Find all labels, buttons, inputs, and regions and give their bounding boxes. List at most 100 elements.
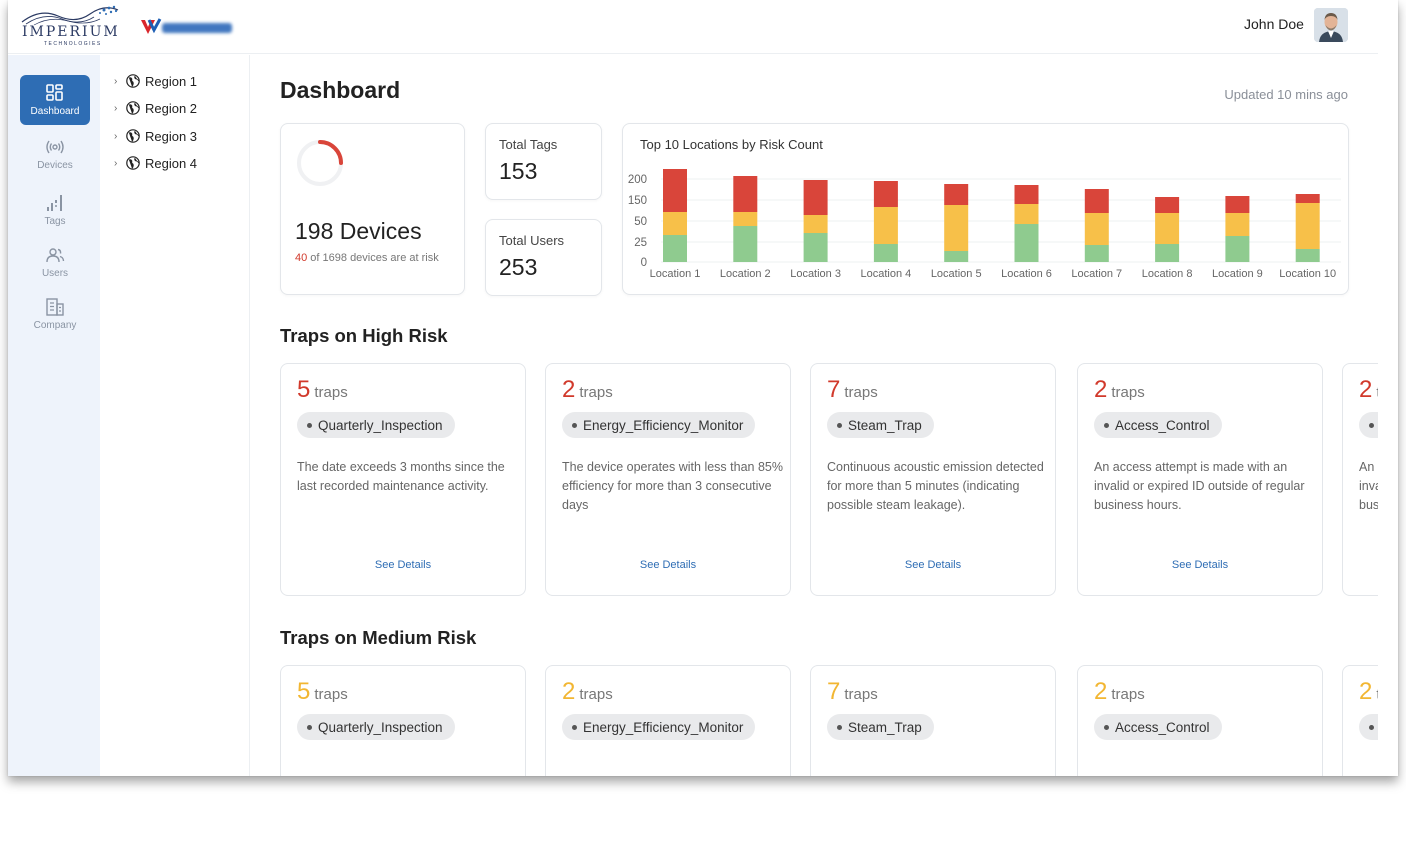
tree-item-region-1[interactable]: › Region 1	[114, 71, 197, 91]
see-details-link[interactable]: See Details	[374, 559, 432, 571]
sidebar-item-dashboard[interactable]: Dashboard	[20, 75, 90, 125]
chart-title: Top 10 Locations by Risk Count	[640, 137, 823, 152]
trap-tag-label: Quarterly_Inspection	[318, 417, 443, 433]
trap-count: 7 traps	[827, 376, 878, 404]
x-tick-label: Location 3	[790, 268, 841, 280]
sidebar-item-label: Company	[33, 320, 77, 331]
bar-segment	[873, 244, 898, 262]
trap-tag-chip[interactable]: Access_Control	[1359, 412, 1378, 438]
bar-segment	[1014, 204, 1039, 224]
trap-description: The device operates with less than 85% e…	[562, 460, 783, 512]
trap-tag-label: Steam_Trap	[848, 719, 922, 735]
sidebar-item-label: Dashboard	[30, 106, 80, 117]
bullet-icon	[1104, 422, 1109, 428]
logo-wave-icon	[21, 5, 119, 26]
high-risk-title: Traps on High Risk	[280, 325, 448, 346]
bullet-icon	[1369, 724, 1374, 730]
x-tick-label: Location 5	[931, 268, 982, 280]
chevron-right-icon[interactable]: ›	[114, 102, 118, 114]
partner-logo[interactable]	[140, 18, 235, 38]
trap-card[interactable]: 2 traps Energy_Efficiency_Monitor	[545, 665, 791, 776]
user-name[interactable]: John Doe	[1244, 16, 1304, 32]
trap-count-unit: traps	[1376, 686, 1378, 703]
imperium-logo[interactable]: IMPERIUM TECHNOLOGIES	[20, 4, 120, 47]
trap-count-number: 2	[1359, 678, 1373, 705]
tree-item-region-4[interactable]: › Region 4	[114, 153, 197, 173]
trap-count-unit: traps	[844, 384, 878, 401]
bullet-icon	[572, 724, 577, 730]
tree-item-label: Region 2	[145, 100, 198, 116]
y-tick-label: 25	[634, 237, 647, 249]
x-tick-label: Location 7	[1071, 268, 1122, 280]
sidebar-item-tags[interactable]: Tags	[20, 185, 90, 235]
bar-segment	[1155, 213, 1180, 244]
avatar[interactable]	[1314, 8, 1348, 42]
total-users-label: Total Users	[499, 233, 565, 248]
bar-segment	[944, 184, 969, 205]
total-tags-card[interactable]: Total Tags 153	[485, 123, 602, 200]
globe-icon	[126, 156, 140, 170]
trap-count: 5 traps	[297, 376, 348, 404]
chevron-right-icon[interactable]: ›	[114, 130, 118, 142]
trap-count: 5 traps	[297, 678, 348, 706]
x-tick-label: Location 6	[1001, 268, 1052, 280]
bar-segment	[803, 215, 828, 233]
bar-segment	[873, 181, 898, 207]
trap-tag-chip[interactable]: Energy_Efficiency_Monitor	[562, 412, 756, 438]
bullet-icon	[837, 724, 842, 730]
see-details-link[interactable]: See Details	[639, 559, 697, 571]
trap-tag-chip[interactable]: Energy_Efficiency_Monitor	[562, 714, 756, 740]
chevron-right-icon[interactable]: ›	[114, 75, 118, 87]
trap-tag-chip[interactable]: Access_Control	[1094, 714, 1222, 740]
trap-count-number: 2	[562, 678, 576, 705]
bar-segment	[803, 180, 828, 215]
trap-card[interactable]: 7 traps Steam_Trap Continuous acoustic emis…	[810, 363, 1056, 596]
total-users-card[interactable]: Total Users 253	[485, 219, 602, 296]
trap-count-number: 2	[1094, 376, 1108, 403]
devices-at-risk-suffix: of 1698 devices are at risk	[307, 252, 439, 264]
x-tick-label: Location 10	[1279, 268, 1336, 280]
dashboard-icon	[46, 84, 63, 101]
bar-segment	[1225, 196, 1250, 213]
tree-item-region-3[interactable]: › Region 3	[114, 126, 197, 146]
devices-count: 198 Devices	[295, 218, 422, 244]
devices-summary-card[interactable]: 198 Devices 40 of 1698 devices are at ri…	[280, 123, 465, 295]
tree-item-region-2[interactable]: › Region 2	[114, 98, 197, 118]
page-title: Dashboard	[280, 77, 401, 103]
x-tick-label: Location 2	[720, 268, 771, 280]
y-tick-label: 50	[634, 216, 647, 228]
total-tags-value: 153	[499, 158, 538, 184]
chevron-right-icon[interactable]: ›	[114, 157, 118, 169]
trap-card[interactable]: 2 traps Energy_Efficiency_Monitor The devic…	[545, 363, 791, 596]
trap-tag-chip[interactable]: Quarterly_Inspection	[297, 714, 455, 740]
sidebar-item-company[interactable]: Company	[20, 289, 90, 339]
trap-card[interactable]: 5 traps Quarterly_Inspection	[280, 665, 526, 776]
medium-risk-title: Traps on Medium Risk	[280, 627, 477, 648]
trap-count-unit: traps	[579, 686, 613, 703]
bar-segment	[803, 233, 828, 262]
trap-tag-chip[interactable]: Access_Control	[1359, 714, 1378, 740]
trap-count-unit: traps	[314, 686, 348, 703]
trap-tag-chip[interactable]: Access_Control	[1094, 412, 1222, 438]
bar-segment	[1084, 213, 1109, 245]
sidebar-item-devices[interactable]: Devices	[20, 129, 90, 179]
trap-tag-chip[interactable]: Quarterly_Inspection	[297, 412, 455, 438]
sidebar-item-users[interactable]: Users	[20, 237, 90, 287]
see-details-link[interactable]: See Details	[904, 559, 962, 571]
trap-count-number: 7	[827, 678, 841, 705]
see-details-link[interactable]: See Details	[1343, 559, 1378, 571]
bar-segment	[663, 169, 687, 212]
trap-tag-chip[interactable]: Steam_Trap	[827, 412, 934, 438]
trap-tag-chip[interactable]: Steam_Trap	[827, 714, 934, 740]
globe-icon	[126, 129, 140, 143]
trap-count: 7 traps	[827, 678, 878, 706]
trap-card[interactable]: 7 traps Steam_Trap	[810, 665, 1056, 776]
y-tick-label: 150	[628, 195, 647, 207]
trap-card[interactable]: 5 traps Quarterly_Inspection The date excee…	[280, 363, 526, 596]
see-details-link[interactable]: See Details	[1171, 559, 1229, 571]
